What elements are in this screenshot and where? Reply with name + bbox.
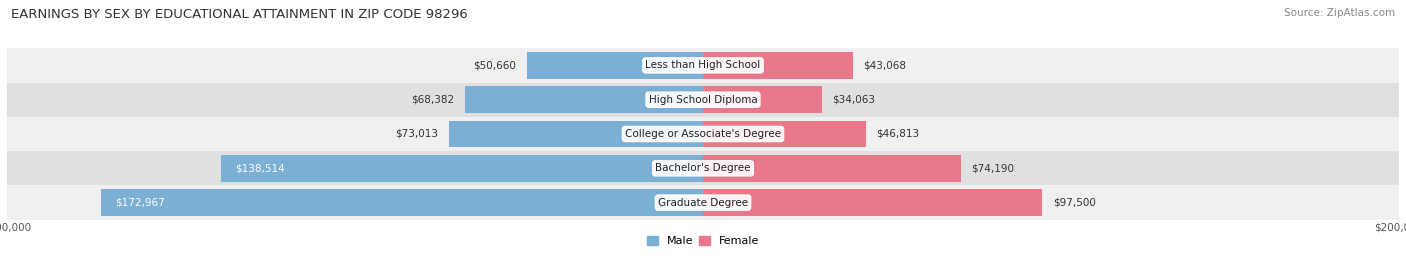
Text: $68,382: $68,382 bbox=[412, 95, 454, 105]
Text: $74,190: $74,190 bbox=[972, 163, 1015, 173]
Bar bbox=[703, 155, 962, 182]
Text: $138,514: $138,514 bbox=[235, 163, 284, 173]
Text: $34,063: $34,063 bbox=[832, 95, 875, 105]
Bar bbox=[449, 121, 703, 147]
Text: $172,967: $172,967 bbox=[115, 198, 165, 208]
Legend: Male, Female: Male, Female bbox=[643, 231, 763, 251]
Text: $97,500: $97,500 bbox=[1053, 198, 1095, 208]
Bar bbox=[703, 189, 1042, 216]
Bar bbox=[7, 117, 1399, 151]
Text: Bachelor's Degree: Bachelor's Degree bbox=[655, 163, 751, 173]
Bar bbox=[7, 83, 1399, 117]
Text: $46,813: $46,813 bbox=[876, 129, 920, 139]
Bar bbox=[7, 151, 1399, 185]
Text: EARNINGS BY SEX BY EDUCATIONAL ATTAINMENT IN ZIP CODE 98296: EARNINGS BY SEX BY EDUCATIONAL ATTAINMEN… bbox=[11, 8, 468, 21]
Bar bbox=[703, 121, 866, 147]
Text: College or Associate's Degree: College or Associate's Degree bbox=[626, 129, 780, 139]
Bar bbox=[221, 155, 703, 182]
Text: High School Diploma: High School Diploma bbox=[648, 95, 758, 105]
Bar bbox=[7, 185, 1399, 220]
Bar bbox=[703, 52, 853, 79]
Text: Less than High School: Less than High School bbox=[645, 60, 761, 70]
Text: $73,013: $73,013 bbox=[395, 129, 439, 139]
Text: Graduate Degree: Graduate Degree bbox=[658, 198, 748, 208]
Bar bbox=[7, 48, 1399, 83]
Text: $50,660: $50,660 bbox=[474, 60, 516, 70]
Bar bbox=[703, 86, 821, 113]
Text: Source: ZipAtlas.com: Source: ZipAtlas.com bbox=[1284, 8, 1395, 18]
Bar bbox=[465, 86, 703, 113]
Text: $43,068: $43,068 bbox=[863, 60, 907, 70]
Bar bbox=[527, 52, 703, 79]
Bar bbox=[101, 189, 703, 216]
